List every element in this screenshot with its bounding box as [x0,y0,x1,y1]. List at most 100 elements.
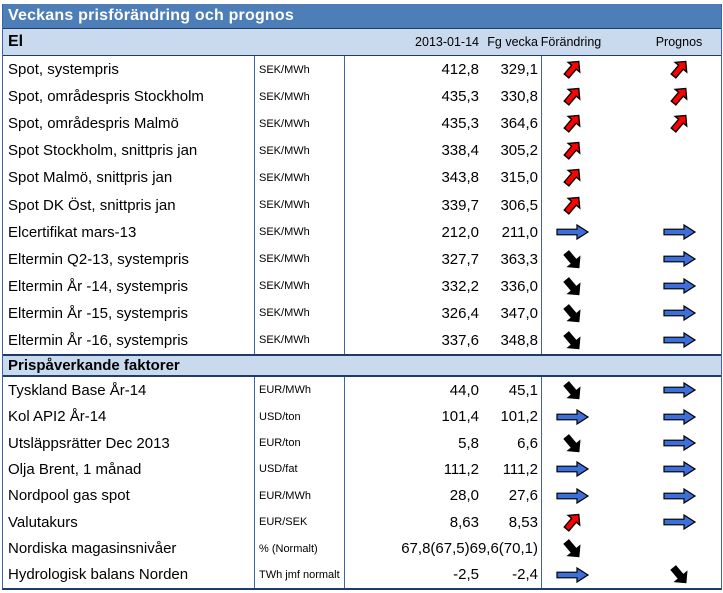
row-unit: SEK/MWh [254,299,344,327]
row-unit: SEK/MWh [254,218,344,246]
row-current-value: 44,0 [449,381,479,399]
row-prev-value: -2,4 [512,566,538,584]
change-cell [542,431,602,456]
section-header-factors: Prispåverkande faktorer [3,354,721,378]
row-current-value: 435,3 [441,115,479,133]
col-header-date: 2013-01-14 [415,35,479,49]
row-current-value: 327,7 [441,250,479,268]
row-prev-value: 306,5 [500,196,538,214]
forecast-blue-right-arrow-icon [662,224,696,241]
unit-header-cell [254,29,344,55]
row-values: 101,4 101,2 [344,403,541,430]
change-cell [542,461,602,478]
change-black-diagonal-down-arrow-icon [563,249,581,269]
row-label: Olja Brent, 1 månad [8,460,142,478]
row-prev-value: 45,1 [508,381,538,399]
row-unit: SEK/MWh [254,137,344,165]
row-arrows [541,83,721,111]
forecast-cell [649,562,709,587]
forecast-cell [649,224,709,241]
forecast-cell [649,461,709,478]
table-row: Utsläppsrätter Dec 2013 EUR/ton 5,8 6,6 [3,429,721,457]
table-row: Eltermin Q2-13, systempris SEK/MWh 327,7 36… [3,245,721,273]
row-current-value: 326,4 [441,304,479,322]
row-arrows [541,137,721,165]
row-current-value: 343,8 [441,169,479,187]
forecast-cell [649,84,709,109]
row-current-value: 5,8 [458,434,479,452]
change-cell [542,487,602,504]
forecast-blue-right-arrow-icon [662,408,696,425]
forecast-cell [649,251,709,268]
row-prev-value: 101,2 [500,408,538,426]
change-red-diagonal-up-arrow-icon [563,142,581,161]
row-arrows [541,561,721,589]
value-headers-cell: 2013-01-14 Fg vecka [344,29,541,55]
row-prev-value: 6,6 [517,434,538,452]
change-cell [542,536,602,561]
forecast-blue-right-arrow-icon [662,382,696,399]
row-unit: SEK/MWh [254,245,344,273]
row-unit: SEK/MWh [254,326,344,355]
row-arrows [541,110,721,138]
change-cell [542,274,602,299]
row-values: 332,2 336,0 [344,272,541,300]
row-values: 339,7 306,5 [344,191,541,219]
col-header-forecast: Prognos [655,35,703,49]
row-values: 343,8 315,0 [344,164,541,192]
forecast-cell [649,382,709,399]
row-unit: SEK/MWh [254,83,344,111]
row-prev-value: 111,2 [502,460,538,478]
row-label: Spot DK Öst, snittpris jan [8,196,176,214]
row-arrows [541,508,721,536]
row-unit: SEK/MWh [254,56,344,84]
change-cell [542,247,602,272]
table-row: Nordpool gas spot EUR/MWh 28,0 27,6 [3,482,721,509]
row-arrows [541,377,721,404]
row-label: Spot Stockholm, snittpris jan [8,142,198,160]
forecast-red-diagonal-up-arrow-icon [670,87,688,107]
row-prev-value: 336,0 [500,277,538,295]
row-label: Kol API2 År-14 [8,408,107,426]
row-values: 5,8 6,6 [344,429,541,457]
row-current-value: -2,5 [453,566,479,584]
table-row: Elcertifikat mars-13 SEK/MWh 212,0 211,0 [3,218,721,246]
change-cell [542,408,602,425]
forecast-cell [649,305,709,322]
row-label: Nordiska magasinsnivåer [8,540,177,558]
row-current-value: 412,8 [441,61,479,79]
row-label: Spot, områdespris Stockholm [8,88,204,106]
row-arrows [541,56,721,84]
row-prev-value: 348,8 [500,331,538,349]
col-header-change: Förändring [540,35,602,49]
change-cell [542,301,602,326]
change-cell [542,224,602,241]
row-label: Tyskland Base År-14 [8,381,147,399]
change-black-diagonal-down-arrow-icon [563,539,581,558]
row-arrows [541,245,721,273]
row-prev-value: 305,2 [500,142,538,160]
row-current-value: 101,4 [441,408,479,426]
change-red-diagonal-up-arrow-icon [563,60,581,79]
row-arrows [541,272,721,300]
change-red-diagonal-up-arrow-icon [563,196,581,215]
change-cell [542,378,602,403]
table-title: Veckans prisförändring och prognos [8,7,294,24]
table-row: Spot Stockholm, snittpris jan SEK/MWh 338,… [3,137,721,165]
row-unit: TWh jmf normalt [254,561,344,589]
change-blue-right-arrow-icon [555,408,589,425]
row-values: 28,0 27,6 [344,482,541,509]
row-label: Valutakurs [8,513,78,531]
row-arrows [541,403,721,430]
row-values: 8,63 8,53 [344,508,541,536]
row-values: 327,7 363,3 [344,245,541,273]
change-black-diagonal-down-arrow-icon [563,380,581,400]
row-current-value: 332,2 [441,277,479,295]
table-row: Spot, systempris SEK/MWh 412,8 329,1 [3,56,721,84]
change-red-diagonal-up-arrow-icon [563,87,581,107]
row-prev-value: 27,6 [508,487,538,505]
forecast-cell [649,514,709,531]
row-unit: SEK/MWh [254,272,344,300]
row-values: 111,2 111,2 [344,456,541,483]
row-current-value: 435,3 [441,88,479,106]
